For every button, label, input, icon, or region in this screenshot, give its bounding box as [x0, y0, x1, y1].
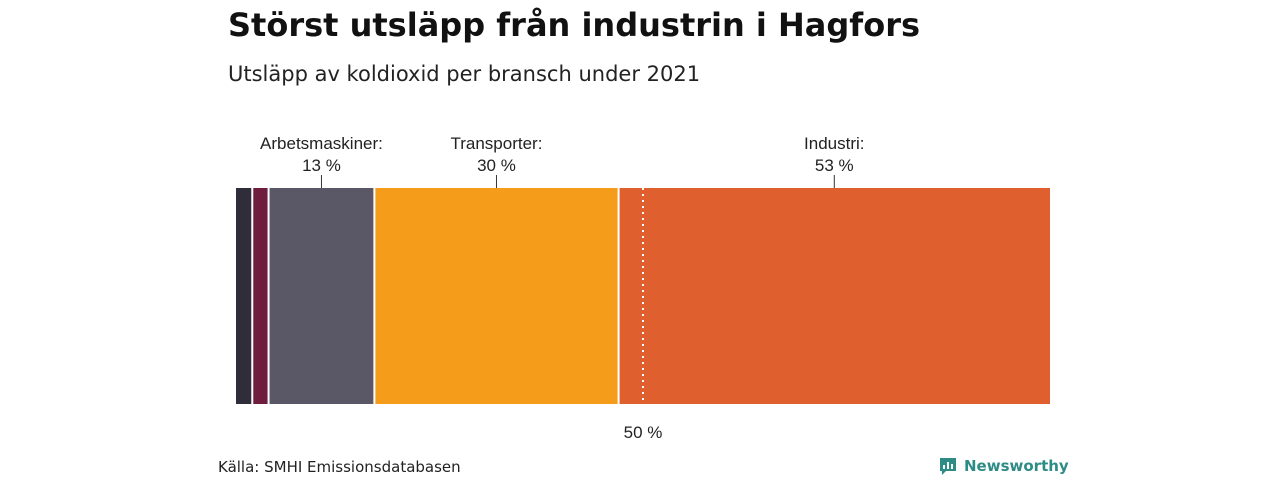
segment-name-label: Industri: [804, 134, 864, 153]
segment-value-label: 13 % [302, 156, 341, 175]
newsworthy-logo-icon [940, 458, 956, 475]
reference-line-label: 50 % [624, 423, 663, 442]
segment-name-label: Arbetsmaskiner: [260, 134, 383, 153]
segment-value-label: 30 % [477, 156, 516, 175]
bar-segment-arbetsmaskiner [268, 188, 375, 404]
bar-segment-other-2 [252, 188, 269, 404]
chart-subtitle: Utsläpp av koldioxid per bransch under 2… [228, 62, 701, 86]
source-note: Källa: SMHI Emissionsdatabasen [218, 458, 461, 476]
bar-segment-transporter [374, 188, 619, 404]
segment-value-label: 53 % [815, 156, 854, 175]
bar-segment-industri [618, 188, 1050, 404]
segment-name-label: Transporter: [450, 134, 542, 153]
brand-name: Newsworthy [964, 457, 1069, 475]
bar-segment-other-1 [236, 188, 253, 404]
brand-logo: Newsworthy [938, 456, 1069, 476]
chart-title: Störst utsläpp från industrin i Hagfors [228, 6, 921, 44]
